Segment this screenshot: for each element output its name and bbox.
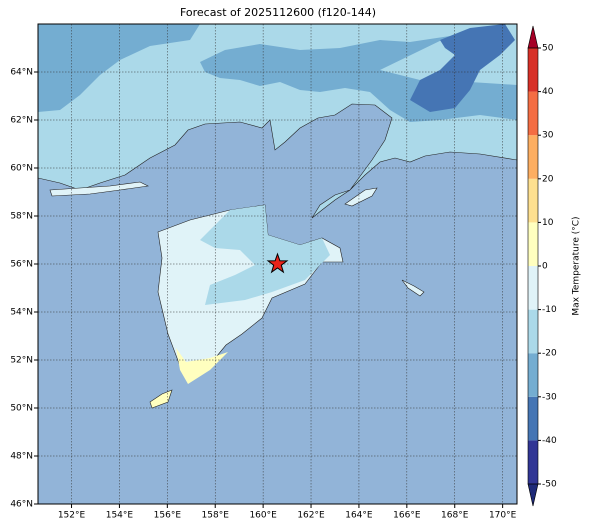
y-tick-label: 56°N [10, 260, 33, 270]
colorbar-tick-label: -20 [542, 349, 557, 359]
grid [38, 24, 517, 504]
colorbar-band [528, 353, 538, 397]
x-tick-label: 158°E [202, 511, 230, 521]
colorbar-band [528, 222, 538, 266]
x-tick-label: 156°E [154, 511, 182, 521]
y-tick-label: 52°N [10, 356, 33, 366]
colorbar-tick-label: -30 [542, 392, 557, 402]
x-tick-label: 166°E [393, 511, 421, 521]
mainland-cold-west [38, 24, 200, 112]
x-tick-label: 160°E [249, 511, 277, 521]
colorbar-tick-label: 10 [542, 218, 554, 228]
colorbar-tick-label: -50 [542, 480, 557, 490]
x-tick-label: 154°E [106, 511, 134, 521]
mainland [38, 24, 517, 219]
y-tick-label: 60°N [10, 164, 33, 174]
y-tick-label: 62°N [10, 116, 33, 126]
mainland-cold [38, 24, 517, 122]
colorbar-tick-label: -40 [542, 436, 557, 446]
colorbar-tick-label: 50 [542, 44, 554, 54]
colorbar-band [528, 266, 538, 310]
y-tick-label: 46°N [10, 500, 33, 510]
colorbar-band [528, 48, 538, 92]
colorbar-tick-label: 30 [542, 131, 554, 141]
y-tick-label: 48°N [10, 452, 33, 462]
x-tick-label: 168°E [441, 511, 469, 521]
colorbar-over [527, 25, 539, 49]
colorbar-band [528, 178, 538, 223]
x-tick-label: 152°E [58, 511, 86, 521]
west-island [49, 181, 149, 197]
marker-layer [266, 252, 289, 274]
y-tick-label: 64°N [10, 68, 33, 78]
x-tick-label: 162°E [297, 511, 325, 521]
colorbar-tick-label: 20 [542, 174, 554, 184]
map-area [38, 24, 517, 504]
colorbar-label: Max Temperature (°C) [572, 216, 582, 315]
location-marker [266, 252, 289, 274]
y-tick-label: 58°N [10, 212, 33, 222]
island-commander [401, 279, 425, 297]
colorbar-band [528, 309, 538, 354]
colorbar-band [528, 135, 538, 179]
island-paramushir [149, 389, 173, 409]
map-title: Forecast of 2025112600 (f120-144) [180, 6, 376, 19]
colorbar-band [528, 440, 538, 484]
colorbar-band [528, 396, 538, 441]
colorbar-tick-label: 0 [542, 262, 548, 272]
kamchatka-cold [200, 205, 330, 305]
mainland-colder [410, 24, 515, 112]
y-tick-label: 50°N [10, 404, 33, 414]
y-tick-label: 54°N [10, 308, 33, 318]
x-tick-label: 170°E [489, 511, 517, 521]
x-tick-label: 164°E [345, 511, 373, 521]
colorbar-tick-label: 40 [542, 87, 554, 97]
colorbar-under [527, 483, 539, 507]
island-karaginsky [344, 187, 378, 207]
colorbar-band [528, 91, 538, 136]
colorbar-tick-label: -10 [542, 305, 557, 315]
